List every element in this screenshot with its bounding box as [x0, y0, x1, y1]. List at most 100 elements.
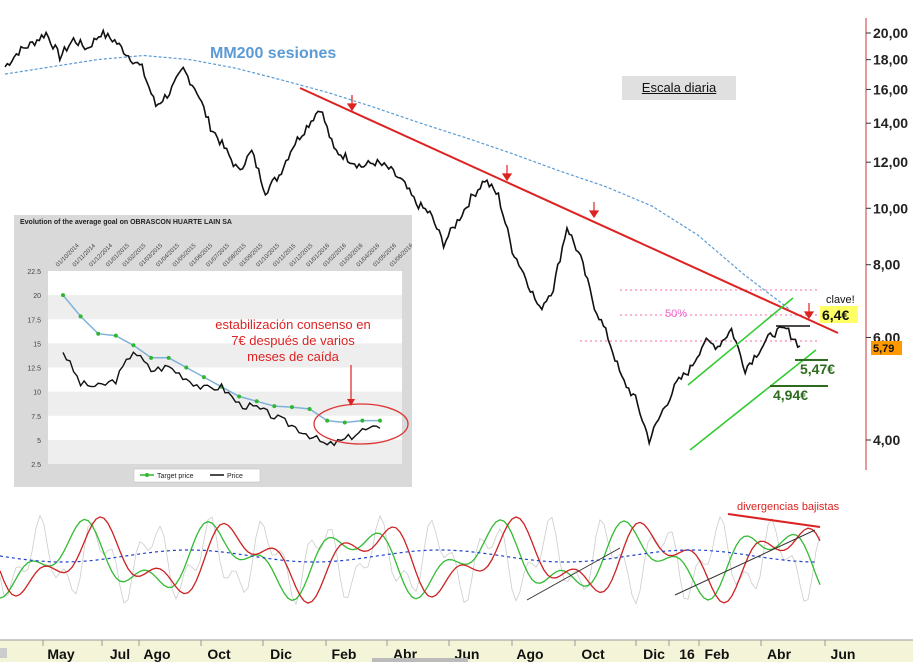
oscillator-red-line [0, 516, 821, 604]
annotation-line: 7€ después de varios [231, 333, 355, 348]
inset-chart: 22.5 20 17.5 15 12.5 10 7.5 5 2.5 01/10/201401/1… [27, 242, 412, 483]
clave-value: 6,4€ [822, 307, 849, 323]
target-price-dot [201, 375, 206, 380]
target-price-dot [360, 418, 365, 423]
inset-band [48, 391, 402, 416]
x-month-label: Oct [581, 646, 605, 662]
oscillator-trend-1 [526, 547, 621, 601]
scrollbar-thumb[interactable] [372, 658, 468, 662]
y-tick-label: 10,00 [873, 200, 908, 216]
inset-y-tick-label: 2.5 [31, 462, 41, 469]
x-month-label: Abr [767, 646, 792, 662]
x-month-label: May [47, 646, 74, 662]
price-line [4, 28, 801, 447]
y-tick-label: 4,00 [873, 432, 900, 448]
y-tick-label: 12,00 [873, 154, 908, 170]
target-price-dot [289, 405, 294, 410]
target-price-dot [272, 404, 277, 409]
clave-highlight [820, 306, 858, 323]
x-month-label: Ago [516, 646, 543, 662]
x-month-label: Dic [643, 646, 665, 662]
inset-title: Evolution of the average goal on OBRASCO… [20, 219, 232, 226]
channel-upper-line [687, 297, 794, 386]
legend-target-label: Target price [157, 473, 194, 480]
target-price-dot [325, 418, 330, 423]
oscillator-trend-2 [674, 529, 816, 596]
y-axis: 20,0018,0016,0014,0012,0010,008,006,004,… [866, 25, 908, 448]
divergence-label: divergencias bajistas [737, 501, 840, 513]
target-price-dot [254, 399, 259, 404]
target-price-dot [78, 314, 83, 319]
target-price-dot [378, 418, 382, 423]
last-price-badge [871, 341, 902, 355]
y-tick-label: 16,00 [873, 81, 908, 97]
consensus-ellipse [313, 403, 409, 445]
scale-label: Escala diaria [622, 76, 736, 100]
x-month-label: Oct [207, 646, 231, 662]
consensus-inset: Evolution of the average goal on OBRASCO… [14, 215, 412, 487]
scroll-left-button[interactable] [0, 648, 7, 658]
target-price-dot [96, 331, 101, 336]
fib-50-label: 50% [665, 308, 687, 320]
inset-y-tick-label: 12.5 [27, 366, 41, 373]
oscillator-gray-line [0, 514, 821, 606]
target-price-dot [149, 355, 154, 360]
inset-legend [133, 468, 261, 483]
inset-band [48, 439, 402, 464]
inset-y-tick-label: 7.5 [31, 414, 41, 421]
target-price-dot [131, 343, 136, 348]
ma200-label: MM200 sesiones [210, 45, 337, 62]
inset-y-tick-label: 15 [33, 341, 41, 348]
target-price-dot [307, 406, 312, 411]
inset-y-tick-label: 17.5 [27, 317, 41, 324]
ma200-line [4, 54, 791, 311]
x-month-label: Feb [705, 646, 730, 662]
x-month-label: Dic [270, 646, 292, 662]
support-label-494: 4,94€ [773, 387, 808, 403]
target-price-dot [61, 293, 65, 298]
x-month-label: Jul [110, 646, 130, 662]
target-price-dot [342, 420, 347, 425]
target-price-dots [61, 293, 382, 425]
touch-arrows [346, 95, 815, 320]
annotation-arrowhead [347, 399, 355, 406]
y-tick-label: 14,00 [873, 115, 908, 131]
downtrend-line [299, 87, 839, 334]
target-price-dot [184, 365, 189, 370]
x-month-label: 16 [679, 646, 695, 662]
clave-label: clave! [826, 294, 855, 306]
target-price-dot [166, 355, 171, 360]
x-month-label: Jun [831, 646, 856, 662]
legend-target-dot [145, 473, 149, 477]
channel-lower-line [689, 349, 817, 451]
support-label-547: 5,47€ [800, 361, 835, 377]
inset-bands [48, 295, 402, 464]
inset-price-line [62, 351, 381, 447]
x-month-label: Feb [332, 646, 357, 662]
annotation-line: estabilización consenso en [215, 317, 370, 332]
y-tick-label: 8,00 [873, 257, 900, 273]
x-month-label: Ago [143, 646, 170, 662]
x-axis: May Jul Ago Oct Dic Feb Abr Jun Ago Oct Dic 16 Feb Ab… [42, 640, 856, 662]
inset-y-tick-label: 20 [33, 293, 41, 300]
oscillator-panel [0, 514, 821, 606]
inset-y-tick-label: 10 [33, 390, 41, 397]
oscillator-blue-line [0, 549, 817, 563]
annotation-line: meses de caída [247, 349, 340, 364]
inset-x-axis: 01/10/201401/11/201401/12/201401/01/2015… [55, 242, 412, 268]
inset-y-tick-label: 5 [37, 438, 41, 445]
y-tick-label: 18,00 [873, 52, 908, 68]
y-tick-label: 20,00 [873, 25, 908, 41]
legend-price-label: Price [227, 473, 243, 480]
target-price-dot [237, 394, 242, 399]
inset-y-axis: 22.5 20 17.5 15 12.5 10 7.5 5 2.5 [27, 269, 41, 469]
inset-band [48, 343, 402, 368]
consensus-annotation: estabilización consenso en 7€ después de … [215, 317, 370, 364]
x-axis-bar [0, 640, 913, 662]
oscillator-green-line [0, 518, 821, 602]
last-price-label: 5,79 [873, 343, 894, 355]
inset-y-tick-label: 22.5 [27, 269, 41, 276]
divergence-line [727, 513, 821, 528]
target-price-dot [113, 333, 118, 338]
